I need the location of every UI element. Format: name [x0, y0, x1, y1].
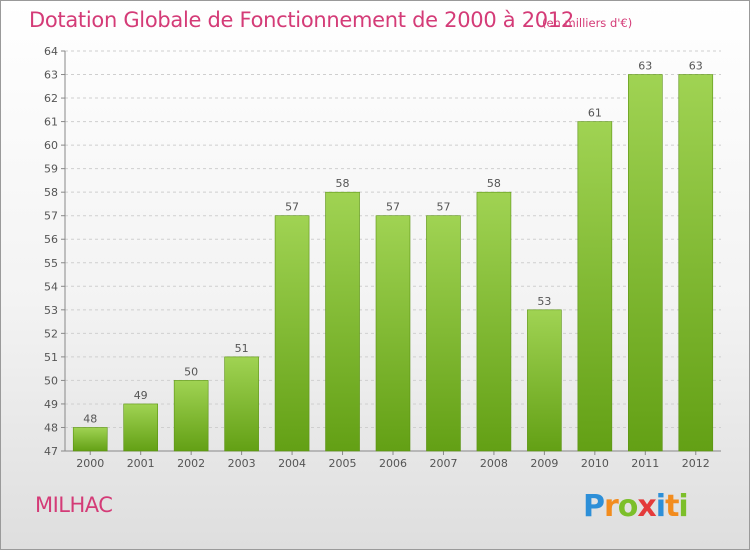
chart-title: Dotation Globale de Fonctionnement de 20…	[29, 8, 574, 32]
bar	[628, 74, 663, 452]
y-tick-label: 48	[44, 421, 58, 434]
y-tick-label: 58	[44, 186, 58, 199]
bar	[325, 191, 360, 452]
x-tick-label: 2005	[329, 457, 357, 470]
value-label: 57	[436, 201, 450, 214]
value-label: 51	[235, 342, 249, 355]
x-tick-label: 2011	[631, 457, 659, 470]
y-tick-label: 56	[44, 233, 58, 246]
x-tick-label: 2002	[177, 457, 205, 470]
value-label: 50	[184, 365, 198, 378]
x-tick-label: 2007	[429, 457, 457, 470]
y-tick-label: 51	[44, 351, 58, 364]
logo-letter: o	[617, 489, 639, 524]
value-label: 53	[537, 295, 551, 308]
bar	[678, 74, 714, 452]
x-tick-label: 2006	[379, 457, 407, 470]
value-label: 58	[336, 177, 350, 190]
y-tick-label: 64	[44, 45, 58, 58]
value-label: 49	[134, 389, 148, 402]
y-tick-label: 54	[44, 280, 58, 293]
logo-letter: x	[637, 489, 656, 524]
x-tick-label: 2008	[480, 457, 508, 470]
value-label: 58	[487, 177, 501, 190]
x-tick-label: 2000	[76, 457, 104, 470]
bar	[123, 403, 158, 452]
place-name: MILHAC	[35, 493, 113, 517]
y-tick-label: 50	[44, 374, 58, 387]
labels: 48 2000 49 2001 50 2002 51 2003 57 2004 58 2005 57 20…	[76, 60, 710, 470]
logo-letter: r	[604, 489, 619, 524]
bars	[72, 74, 714, 452]
bar	[173, 380, 209, 452]
logo-letter: i	[678, 489, 688, 524]
x-tick-label: 2004	[278, 457, 306, 470]
y-tick-label: 57	[44, 210, 58, 223]
bar	[72, 427, 108, 452]
y-tick-label: 55	[44, 257, 58, 270]
logo-letter: i	[655, 489, 666, 524]
value-label: 48	[83, 412, 97, 425]
bar	[577, 121, 613, 452]
y-tick-label: 61	[44, 116, 58, 129]
y-tick-label: 52	[44, 327, 58, 340]
bar	[476, 191, 512, 452]
x-tick-label: 2012	[682, 457, 710, 470]
x-tick-label: 2001	[127, 457, 155, 470]
value-label: 63	[638, 60, 652, 73]
value-label: 57	[285, 201, 299, 214]
logo-letter: P	[583, 489, 605, 524]
logo-letter: t	[665, 489, 679, 524]
y-tick-label: 63	[44, 69, 58, 82]
x-tick-label: 2003	[228, 457, 256, 470]
y-tick-label: 47	[44, 445, 58, 458]
bar	[426, 215, 461, 452]
bar	[224, 356, 259, 452]
x-tick-label: 2010	[581, 457, 609, 470]
bar	[274, 215, 310, 452]
chart-subtitle: (en milliers d'€)	[542, 16, 633, 30]
y-tick-label: 60	[44, 139, 58, 152]
bar	[375, 215, 411, 452]
y-tick-label: 53	[44, 304, 58, 317]
value-label: 63	[689, 60, 703, 73]
y-tick-label: 62	[44, 92, 58, 105]
value-label: 57	[386, 201, 400, 214]
proxiti-logo: Proxiti	[583, 489, 689, 524]
bar	[527, 309, 562, 452]
y-tick-label: 49	[44, 398, 58, 411]
x-tick-label: 2009	[530, 457, 558, 470]
value-label: 61	[588, 107, 602, 120]
y-tick-label: 59	[44, 163, 58, 176]
